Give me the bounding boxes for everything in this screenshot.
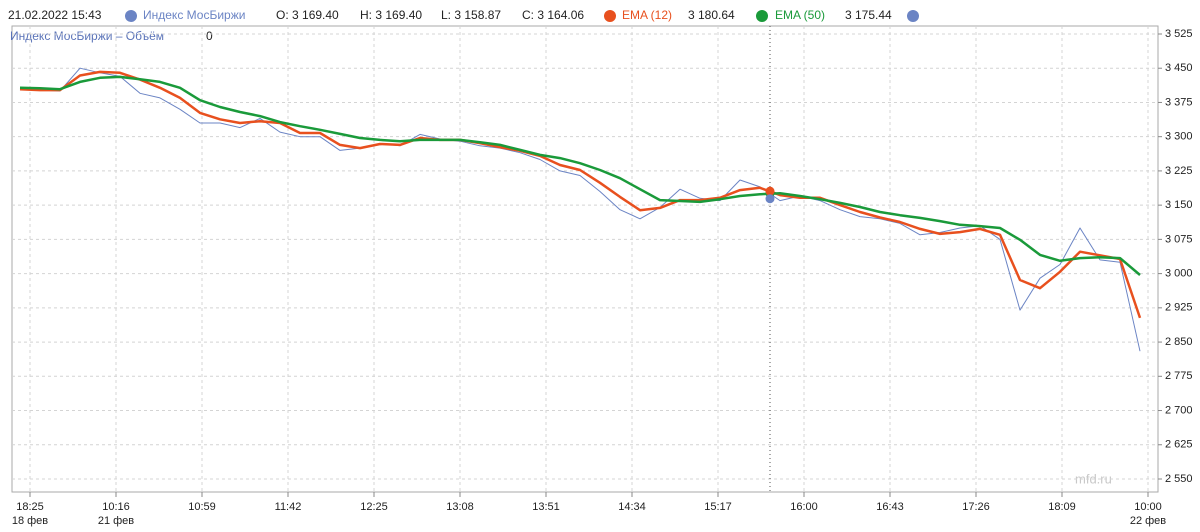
readout: C: 3 164.06 [522,8,584,22]
x-tick-label: 10:16 [102,501,130,513]
y-tick-label: 3 375 [1165,96,1193,108]
readout-point [765,186,775,196]
x-date-label: 18 фев [12,515,48,527]
readout-prefix: L: [441,8,451,22]
y-tick-label: 3 525 [1165,28,1193,40]
readout-value: 3 169.40 [292,8,339,22]
readout-value: 3 175.44 [845,8,892,22]
legend-marker [125,10,137,22]
readout-value: 3 169.40 [375,8,422,22]
y-tick-label: 2 625 [1165,439,1193,451]
x-tick-label: 10:59 [188,501,216,513]
legend-name: EMA (12) [622,8,672,22]
x-tick-label: 14:34 [618,501,646,513]
x-tick-label: 13:51 [532,501,560,513]
x-tick-label: 10:00 [1134,501,1162,513]
x-tick-label: 18:09 [1048,501,1076,513]
legend-name: Индекс МосБиржи [143,8,245,22]
readout-value: 3 180.64 [688,8,735,22]
y-tick-label: 2 550 [1165,473,1193,485]
timestamp: 21.02.2022 15:43 [8,8,102,22]
legend-marker [756,10,768,22]
readout-point [765,194,775,204]
readout-prefix: C: [522,8,534,22]
readout-value: 3 164.06 [537,8,584,22]
series-line [19,75,1141,276]
readout: 3 180.64 [688,8,735,22]
y-tick-label: 3 225 [1165,165,1193,177]
x-tick-label: 12:25 [360,501,388,513]
readout: H: 3 169.40 [360,8,422,22]
x-tick-label: 17:26 [962,501,990,513]
readout: L: 3 158.87 [441,8,501,22]
readout-value: 3 158.87 [454,8,501,22]
x-tick-label: 16:43 [876,501,904,513]
volume-legend: Индекс МосБиржи – Объём [10,29,164,43]
y-tick-label: 3 150 [1165,199,1193,211]
y-tick-label: 3 300 [1165,131,1193,143]
readout: 3 175.44 [845,8,892,22]
y-tick-label: 2 925 [1165,302,1193,314]
x-tick-label: 13:08 [446,501,474,513]
readout-prefix: O: [276,8,289,22]
y-tick-label: 2 775 [1165,370,1193,382]
x-date-label: 22 фев [1130,515,1166,527]
x-date-label: 21 фев [98,515,134,527]
x-tick-label: 15:17 [704,501,732,513]
y-tick-label: 3 450 [1165,62,1193,74]
plot-area [11,25,1159,493]
y-tick-label: 2 700 [1165,404,1193,416]
legend-name: EMA (50) [775,8,825,22]
x-tick-label: 11:42 [275,501,302,513]
series-line [19,67,1141,352]
readout-prefix: H: [360,8,372,22]
readout: O: 3 169.40 [276,8,339,22]
x-tick-label: 16:00 [790,501,818,513]
x-tick-label: 18:25 [16,501,44,513]
y-tick-label: 2 850 [1165,336,1193,348]
volume-value: 0 [206,29,213,43]
y-tick-label: 3 075 [1165,233,1193,245]
legend-marker [907,10,919,22]
legend-marker [604,10,616,22]
series-line [19,70,1142,319]
y-tick-label: 3 000 [1165,268,1193,280]
